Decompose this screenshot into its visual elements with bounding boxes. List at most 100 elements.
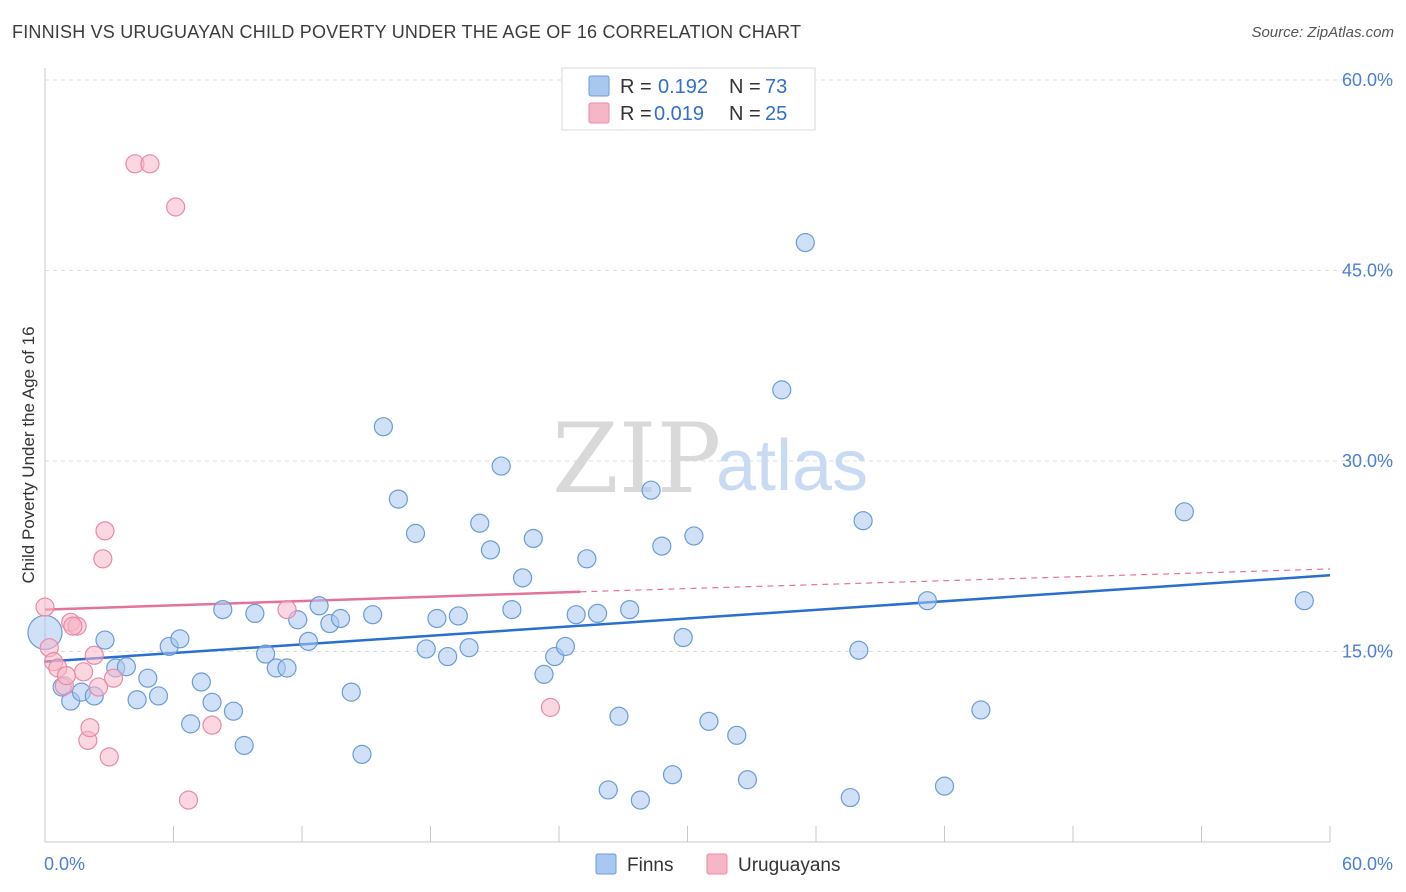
- data-point-finns: [523, 528, 543, 549]
- legend-bottom-label-uruguayans: Uruguayans: [738, 855, 840, 876]
- y-tick-labels: 15.0% 30.0% 45.0% 60.0%: [1342, 70, 1393, 662]
- data-point-finns: [191, 672, 211, 692]
- legend-swatch-finns: [588, 75, 610, 97]
- data-point-finns: [491, 456, 511, 476]
- data-point-finns: [363, 605, 383, 625]
- data-point-finns: [330, 608, 351, 629]
- x-tick-label: 0.0%: [44, 854, 85, 874]
- data-point-uruguayans: [202, 715, 222, 735]
- data-point-finns: [577, 549, 597, 569]
- y-tick-label: 45.0%: [1342, 261, 1393, 281]
- data-point-finns: [1294, 591, 1314, 611]
- data-point-uruguayans: [99, 747, 119, 767]
- data-point-finns: [388, 489, 408, 509]
- watermark-atlas: atlas: [716, 426, 868, 506]
- data-point-uruguayans: [35, 597, 55, 617]
- legend-r-value-finns: 0.192: [658, 76, 708, 98]
- data-point-finns: [138, 668, 158, 688]
- data-point-finns: [480, 540, 501, 560]
- data-point-finns: [699, 711, 719, 731]
- data-point-finns: [737, 770, 758, 790]
- data-point-finns: [298, 631, 319, 651]
- data-point-finns: [971, 700, 991, 720]
- data-point-finns: [641, 480, 661, 500]
- y-tick-label: 15.0%: [1342, 642, 1393, 662]
- data-point-finns: [223, 701, 244, 721]
- data-point-finns: [566, 605, 586, 625]
- data-point-finns: [352, 744, 372, 764]
- legend-n-value-finns: 73: [765, 76, 787, 98]
- watermark: ZIP atlas: [552, 403, 868, 515]
- y-tick-label: 60.0%: [1342, 70, 1393, 90]
- data-point-finns: [309, 596, 329, 616]
- data-point-finns: [448, 606, 468, 626]
- legend-swatch-uruguayans: [588, 102, 610, 124]
- data-point-finns: [255, 644, 276, 664]
- data-point-uruguayans: [277, 599, 297, 620]
- data-point-finns: [341, 682, 361, 702]
- data-point-finns: [438, 646, 458, 667]
- trend-line-extension-uruguayans: [580, 568, 1331, 593]
- data-point-finns: [470, 513, 490, 533]
- data-point-finns: [181, 714, 201, 734]
- data-point-finns: [95, 630, 115, 650]
- data-point-finns: [555, 636, 576, 657]
- data-point-finns: [1174, 502, 1194, 522]
- data-point-finns: [652, 536, 672, 556]
- legend-r-label-uruguayans: R =: [620, 103, 652, 125]
- source-label: Source: ZipAtlas.com: [1251, 24, 1394, 41]
- legend-n-value-uruguayans: 25: [765, 103, 787, 125]
- data-point-finns: [727, 725, 747, 745]
- data-point-uruguayans: [166, 197, 186, 217]
- data-point-finns: [587, 603, 608, 624]
- data-point-finns: [609, 706, 629, 726]
- data-point-uruguayans: [103, 668, 124, 688]
- data-point-uruguayans: [140, 154, 160, 174]
- x-tick-label: 60.0%: [1342, 854, 1393, 874]
- legend-n-label-finns: N =: [729, 76, 761, 98]
- data-point-finns: [620, 599, 640, 620]
- data-point-finns: [502, 599, 522, 620]
- legend-bottom: Finns Uruguayans: [595, 853, 840, 876]
- data-point-finns: [373, 417, 393, 437]
- data-point-finns: [598, 780, 618, 800]
- data-point-uruguayans: [178, 790, 199, 810]
- data-point-finns: [202, 692, 222, 712]
- data-point-finns: [934, 776, 955, 796]
- data-point-finns: [459, 638, 479, 658]
- legend-bottom-swatch-finns: [595, 853, 617, 875]
- data-point-finns: [630, 790, 650, 810]
- data-point-finns: [127, 690, 147, 710]
- data-point-finns: [684, 526, 704, 546]
- data-point-finns: [148, 686, 169, 706]
- data-point-uruguayans: [80, 718, 100, 738]
- grid-lines: [45, 79, 1395, 652]
- data-point-uruguayans: [95, 521, 115, 541]
- data-point-finns: [795, 232, 815, 253]
- data-point-finns: [116, 657, 136, 677]
- legend-bottom-swatch-uruguayans: [706, 853, 728, 875]
- data-point-finns: [234, 735, 254, 756]
- y-tick-label: 30.0%: [1342, 451, 1393, 471]
- legend-bottom-label-finns: Finns: [627, 855, 673, 876]
- data-point-finns: [853, 511, 873, 531]
- x-tick-labels: 0.0% 60.0%: [44, 854, 1393, 874]
- data-point-finns: [772, 380, 792, 400]
- data-point-uruguayans: [88, 677, 109, 697]
- data-point-uruguayans: [73, 662, 94, 682]
- data-point-uruguayans: [540, 697, 561, 717]
- chart-title: FINNISH VS URUGUAYAN CHILD POVERTY UNDER…: [12, 22, 802, 42]
- y-axis-label: Child Poverty Under the Age of 16: [19, 326, 38, 583]
- data-point-finns: [277, 658, 297, 678]
- watermark-zip: ZIP: [552, 403, 721, 515]
- data-point-finns: [405, 523, 426, 543]
- data-point-uruguayans: [84, 645, 104, 665]
- data-point-finns: [512, 568, 533, 588]
- axes: [44, 68, 1331, 843]
- trend-lines: [44, 568, 1331, 663]
- data-point-finns: [170, 629, 190, 649]
- legend-top: R = 0.192 N = 73 R = 0.019 N = 25: [561, 67, 816, 131]
- data-point-finns: [245, 603, 265, 624]
- data-point-finns: [662, 765, 683, 785]
